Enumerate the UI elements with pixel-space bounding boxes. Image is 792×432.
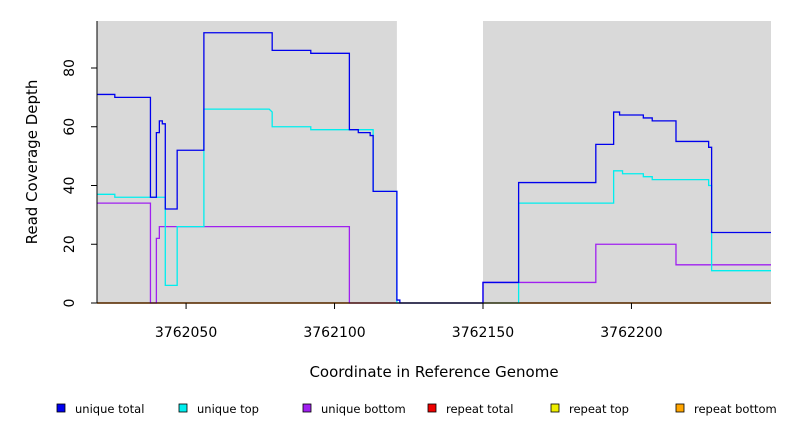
legend-swatch <box>178 403 188 413</box>
plot-area <box>97 21 771 304</box>
shaded-region-1 <box>482 21 771 303</box>
y-axis-label: Read Coverage Depth <box>23 80 41 245</box>
x-axis-label: Coordinate in Reference Genome <box>309 363 558 381</box>
x-tick-label: 3762200 <box>600 325 662 341</box>
legend: unique total unique top unique bottom repea… <box>56 402 777 416</box>
x-tick-label: 3762150 <box>452 325 514 341</box>
series-line-unique-total <box>97 32 771 304</box>
legend-label: unique top <box>197 402 259 416</box>
legend-label: repeat bottom <box>694 402 777 416</box>
legend-swatch <box>550 403 560 413</box>
legend-swatch <box>302 403 312 413</box>
legend-label: unique total <box>75 402 144 416</box>
axes: 0 20 40 60 80 3762050 3762100 3762150 3762200 <box>62 21 771 341</box>
shaded-region-0 <box>97 21 397 303</box>
y-tick-label: 80 <box>62 59 78 77</box>
x-tick-label: 3762050 <box>155 325 217 341</box>
legend-swatch <box>427 403 437 413</box>
legend-label: repeat total <box>446 402 513 416</box>
legend-label: repeat top <box>569 402 629 416</box>
legend-swatch <box>56 403 66 413</box>
y-tick-label: 60 <box>62 118 78 136</box>
legend-swatch <box>675 403 685 413</box>
y-tick-label: 40 <box>62 177 78 195</box>
y-tick-label: 0 <box>62 299 78 308</box>
x-tick-label: 3762100 <box>303 325 365 341</box>
shaded-regions <box>97 21 771 303</box>
legend-label: unique bottom <box>321 402 406 416</box>
y-tick-label: 20 <box>62 235 78 253</box>
